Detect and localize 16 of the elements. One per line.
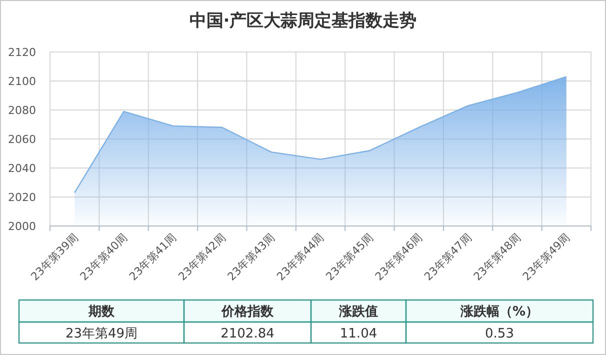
text: 涨跌值 — [338, 304, 378, 320]
text: 11.04 — [340, 326, 378, 342]
y-tick-label: 2120 — [8, 46, 36, 59]
text: 2102.84 — [220, 326, 274, 342]
y-tick-label: 2040 — [8, 162, 36, 175]
y-tick-label: 2000 — [8, 220, 36, 233]
text: 价格指数 — [220, 304, 274, 320]
text: 23年第49周 — [65, 326, 138, 342]
text: 涨跌幅（%） — [459, 304, 539, 320]
y-tick-label: 2060 — [8, 133, 36, 146]
y-tick-label: 2100 — [8, 75, 36, 88]
text: 期数 — [88, 304, 116, 320]
chart-title: 中国·产区大蒜周定基指数走势 — [189, 11, 417, 31]
y-tick-label: 2080 — [8, 104, 36, 117]
y-tick-label: 2020 — [8, 191, 36, 204]
text: 0.53 — [485, 326, 514, 342]
